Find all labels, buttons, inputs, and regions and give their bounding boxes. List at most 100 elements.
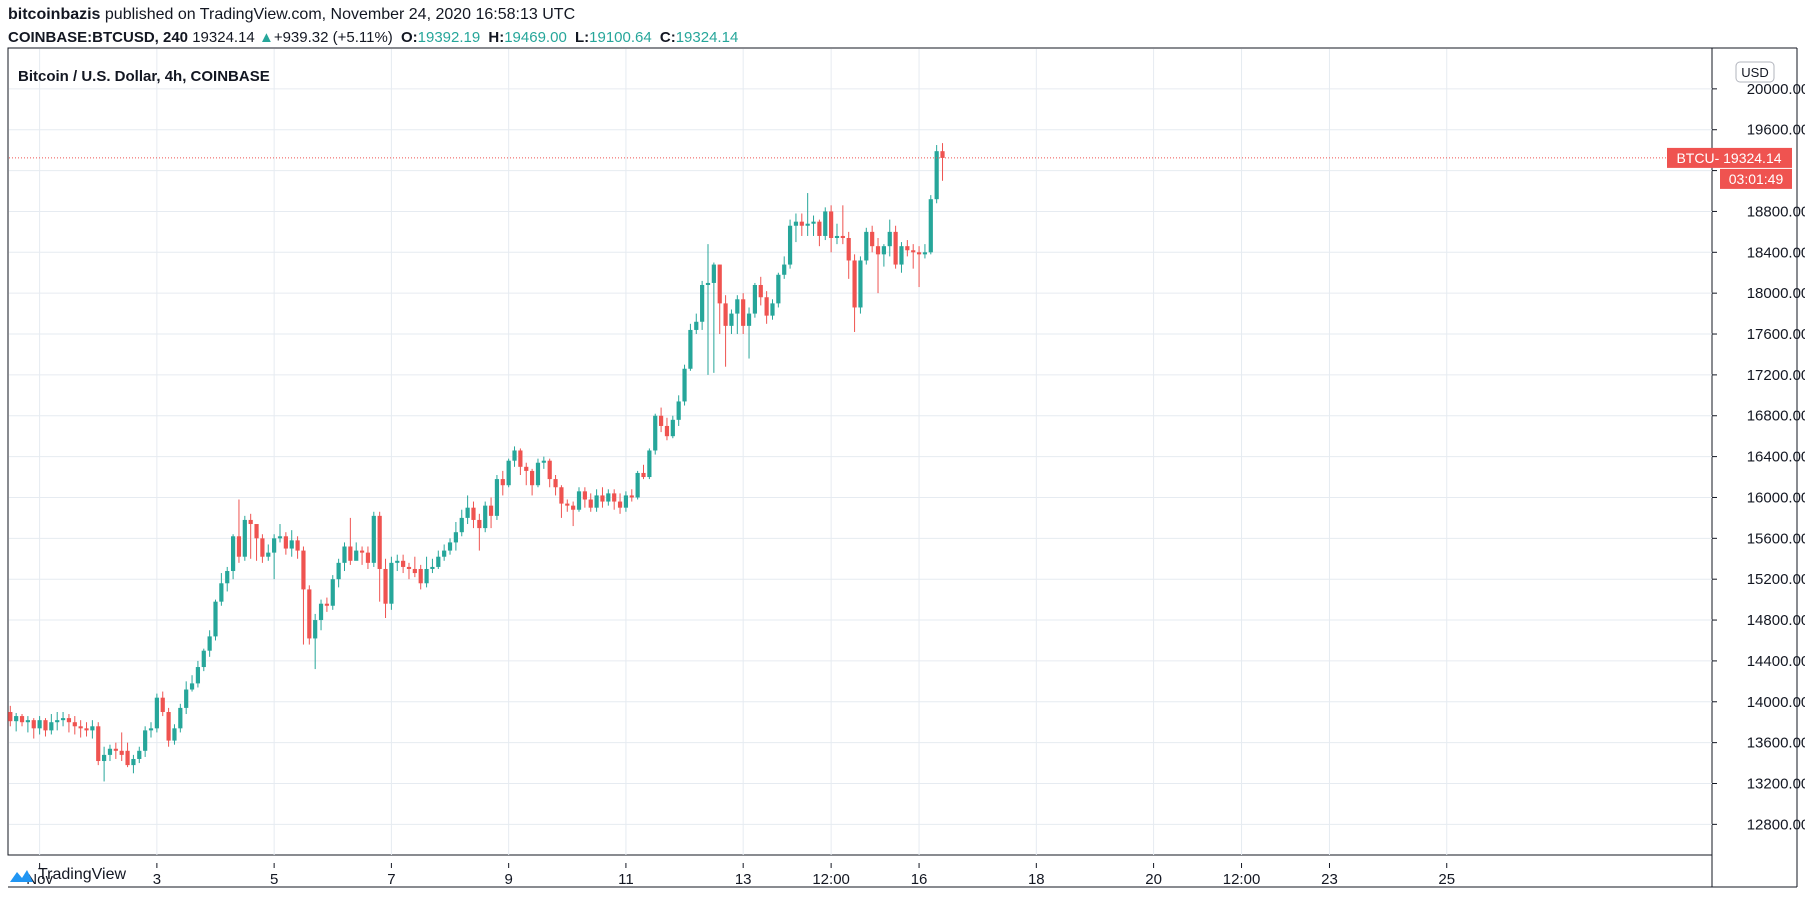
- candle: [787, 219, 793, 269]
- candle: [875, 238, 881, 294]
- high-label: H:: [488, 29, 505, 46]
- candle-body: [612, 493, 617, 502]
- candle: [817, 219, 822, 247]
- candle: [782, 256, 787, 279]
- candle: [166, 707, 171, 747]
- candle-body: [365, 552, 371, 563]
- candle: [389, 556, 394, 610]
- candle: [899, 242, 904, 273]
- candle-body: [459, 517, 464, 533]
- candle: [72, 716, 77, 735]
- candle: [324, 597, 330, 612]
- candle-body: [635, 472, 640, 498]
- candle: [336, 558, 341, 588]
- x-tick-label: 12:00: [1223, 871, 1261, 888]
- candle-body: [676, 401, 681, 420]
- candle: [565, 499, 570, 512]
- candle-body: [401, 560, 406, 567]
- candle-body: [705, 282, 711, 285]
- candle-body: [506, 460, 511, 486]
- candle: [225, 566, 230, 592]
- candle-body: [817, 221, 822, 236]
- candle-body: [19, 716, 25, 723]
- candle: [436, 550, 441, 569]
- candle-body: [477, 519, 482, 529]
- candle: [723, 295, 728, 367]
- candle: [43, 718, 48, 737]
- candle-body: [934, 151, 939, 200]
- candle: [635, 470, 640, 500]
- candle: [359, 546, 365, 565]
- plot-frame: [7, 47, 1713, 856]
- candle: [746, 307, 752, 359]
- candle: [49, 714, 54, 735]
- y-tick-label: 12800.00: [1747, 816, 1805, 833]
- candle-body: [154, 697, 159, 729]
- candle-body: [606, 493, 611, 502]
- tradingview-logo[interactable]: TradingView: [8, 866, 126, 884]
- candle: [647, 448, 652, 480]
- candle: [207, 630, 212, 657]
- candle: [506, 458, 511, 488]
- candle: [471, 501, 476, 529]
- chart-title: Bitcoin / U.S. Dollar, 4h, COINBASE: [18, 68, 270, 85]
- candle-body: [530, 470, 535, 486]
- candle: [55, 711, 60, 731]
- candle: [916, 246, 922, 288]
- candle: [477, 513, 482, 551]
- candle: [201, 648, 206, 672]
- author-name[interactable]: bitcoinbazis: [8, 6, 101, 23]
- x-tick-label: 7: [387, 871, 395, 888]
- open-value: 19392.19: [417, 29, 481, 46]
- candle-body: [49, 722, 54, 731]
- candle-body: [254, 524, 259, 539]
- candle-body: [524, 466, 529, 471]
- candle-body: [219, 583, 224, 602]
- candle-body: [213, 601, 218, 637]
- candle-body: [623, 495, 629, 508]
- candle: [793, 213, 799, 243]
- candle: [823, 207, 828, 241]
- candle-body: [483, 505, 488, 529]
- candle: [143, 726, 148, 757]
- candle-body: [881, 246, 886, 255]
- candle: [629, 489, 634, 502]
- candle: [342, 542, 347, 572]
- candle: [928, 195, 933, 255]
- candle-body: [60, 718, 66, 721]
- y-tick-label: 15600.00: [1747, 530, 1805, 547]
- candle-body: [711, 264, 716, 283]
- candle: [576, 487, 582, 512]
- candle-body: [447, 542, 453, 551]
- candle: [8, 705, 13, 727]
- candle-body: [911, 250, 916, 253]
- candle-body: [799, 221, 804, 226]
- candle: [594, 489, 599, 512]
- candle: [682, 364, 687, 406]
- candle: [313, 613, 318, 670]
- candle: [881, 244, 886, 267]
- candle-body: [823, 211, 828, 236]
- candle: [524, 462, 529, 486]
- candle-body: [834, 235, 840, 239]
- candle: [752, 282, 758, 318]
- candle-body: [864, 231, 869, 261]
- overlay-layer: BTCU- 19324.14 03:01:49 USD: [9, 61, 1792, 189]
- candle-body: [518, 450, 523, 467]
- candle: [301, 546, 306, 645]
- y-tick-label: 20000.00: [1747, 81, 1805, 98]
- candle-body: [107, 748, 113, 755]
- y-tick-label: 18400.00: [1747, 244, 1805, 261]
- currency-button[interactable]: [1735, 61, 1775, 83]
- candle: [189, 675, 195, 692]
- candle: [371, 511, 376, 567]
- candle: [365, 546, 371, 569]
- candle: [459, 509, 464, 537]
- candle: [905, 240, 910, 257]
- x-tick-label: 11: [618, 871, 634, 888]
- candle-body: [793, 221, 799, 226]
- candle: [858, 256, 863, 314]
- last-price: 19324.14: [192, 29, 255, 46]
- x-tick-label: 25: [1438, 871, 1455, 888]
